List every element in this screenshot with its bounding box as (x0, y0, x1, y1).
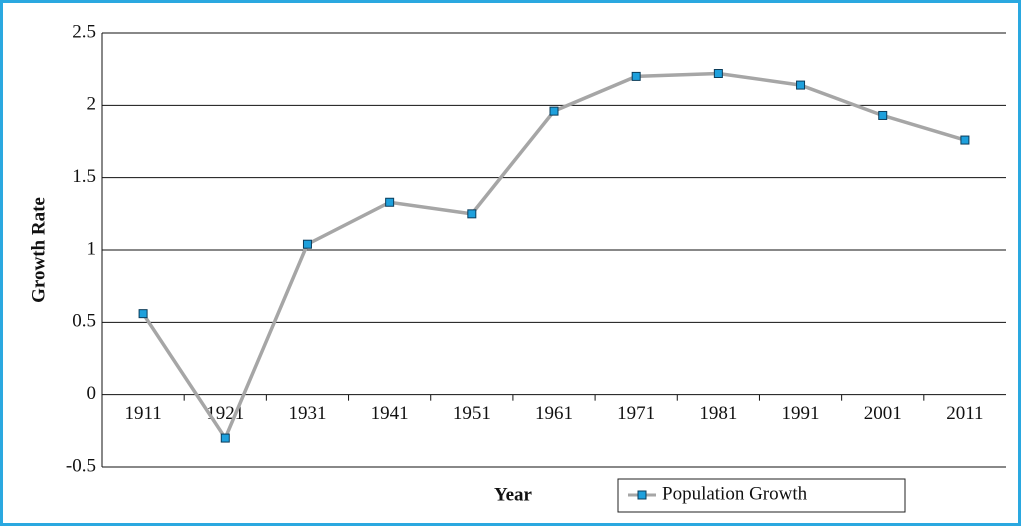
marker (878, 110, 888, 120)
y-tick-label: 0 (87, 383, 97, 404)
marker (631, 71, 641, 81)
legend-marker (637, 490, 647, 500)
x-tick-label: 1991 (782, 403, 820, 424)
marker (220, 433, 230, 443)
y-tick-label: 1 (87, 238, 97, 259)
x-tick-label: 2001 (864, 403, 902, 424)
marker (138, 309, 148, 319)
y-tick-label: 2 (87, 94, 97, 115)
x-tick-label: 1951 (453, 403, 491, 424)
y-tick-label: 2.5 (72, 21, 96, 42)
x-tick-label: 1931 (288, 403, 326, 424)
x-axis-label: Year (494, 484, 533, 505)
marker (549, 106, 559, 116)
marker (796, 80, 806, 90)
x-tick-label: 1971 (617, 403, 655, 424)
marker (960, 135, 970, 145)
x-tick-label: 1911 (124, 403, 161, 424)
y-axis-label: Growth Rate (28, 197, 49, 303)
marker (302, 239, 312, 249)
y-tick-label: -0.5 (66, 455, 96, 476)
x-tick-label: 1941 (371, 403, 409, 424)
x-tick-label: 1981 (699, 403, 737, 424)
x-tick-label: 1961 (535, 403, 573, 424)
series-line (141, 71, 966, 442)
x-tick-label: 2011 (946, 403, 983, 424)
y-tick-label: 1.5 (72, 166, 96, 187)
marker (385, 197, 395, 207)
legend-label: Population Growth (662, 483, 808, 504)
marker (467, 209, 477, 219)
y-tick-label: 0.5 (72, 311, 96, 332)
marker (713, 69, 723, 79)
legend-box (617, 478, 906, 513)
